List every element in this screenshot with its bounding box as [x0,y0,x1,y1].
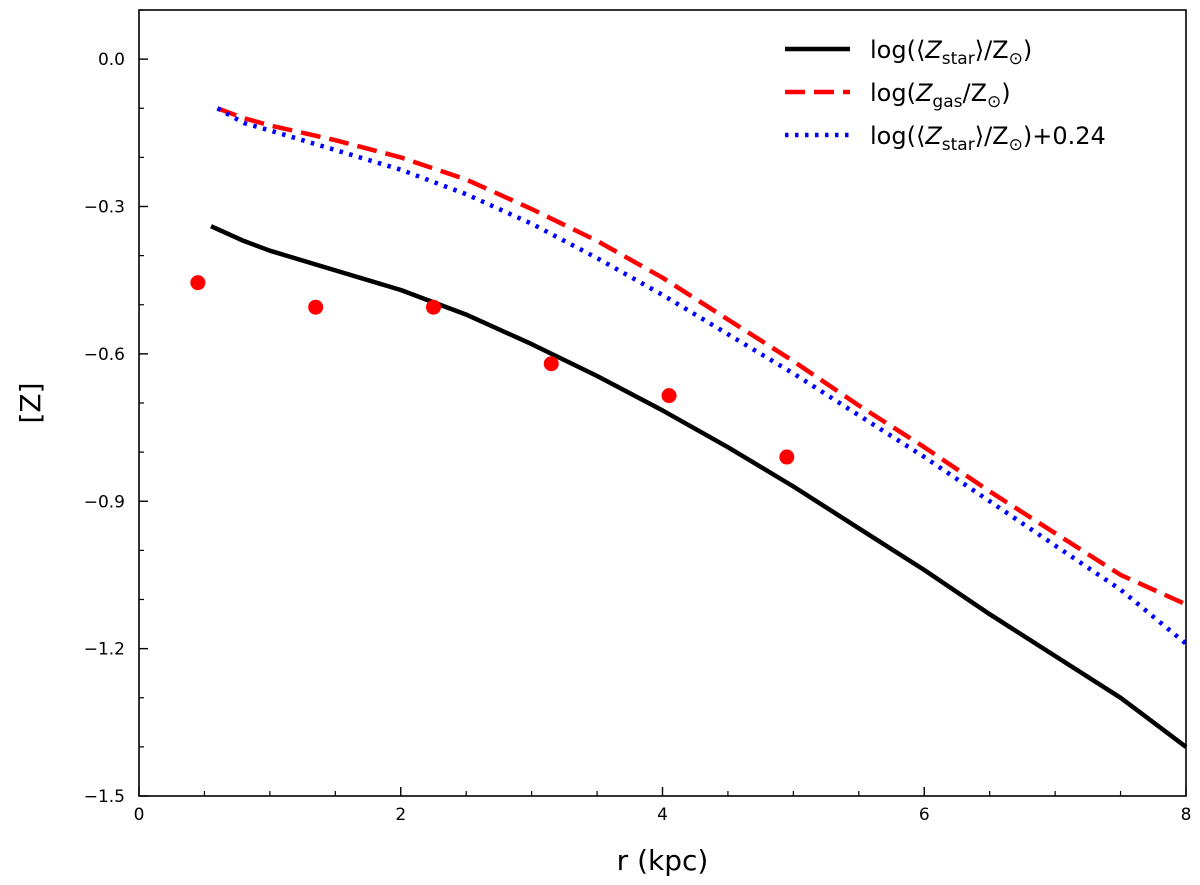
data-point [308,299,324,315]
x-axis-title: r (kpc) [617,844,709,877]
y-tick-label: −0.3 [84,198,125,218]
y-tick-label: 0.0 [98,50,125,70]
legend-label-part: ⊙ [987,92,1001,112]
plot-area-frame [138,9,1187,797]
legend-label-part: log(⟨ [870,36,925,64]
y-tick-label: −0.6 [84,345,125,365]
x-tick-label: 6 [919,805,930,825]
series-layer [210,106,1188,749]
legend-label-2: log(Zgas/Z⊙) [870,79,1011,112]
x-tick-label: 2 [395,805,406,825]
legend-label-part: log( [870,79,916,107]
legend-label-part: ⊙ [1009,135,1023,155]
legend-label-part: ) [1001,79,1010,107]
data-point [661,388,677,404]
legend-label-1: log(⟨Zstar⟩/Z⊙) [870,36,1032,69]
legend-label-part: log(⟨ [870,122,925,150]
data-point [543,356,559,372]
data-point [190,275,206,291]
x-tick-label: 4 [657,805,668,825]
legend: log(⟨Zstar⟩/Z⊙)log(Zgas/Z⊙)log(⟨Zstar⟩/Z… [785,36,1106,155]
legend-label-part: gas [932,92,962,112]
legend-label-part: ⊙ [1009,49,1023,69]
legend-label-part: Z [924,36,942,64]
series-line-1 [210,224,1188,749]
legend-label-part: star [942,135,975,155]
legend-label-part: Z [915,79,933,107]
points-layer [190,275,795,465]
x-tick-label: 0 [134,805,145,825]
legend-label-part: )+0.24 [1023,122,1106,150]
series-line-3 [216,106,1188,646]
legend-label-part: ⟩/Z [975,36,1009,64]
data-point [779,449,795,465]
legend-label-part: star [942,49,975,69]
legend-label-part: ⟩/Z [975,122,1009,150]
legend-label-part: /Z [962,79,987,107]
series-line-2 [216,106,1187,607]
y-tick-label: −1.2 [84,640,125,660]
data-point [425,299,441,315]
legend-label-part: ) [1023,36,1032,64]
y-axis-title: [Z] [14,382,47,423]
y-tick-label: −1.5 [84,787,125,807]
x-tick-label: 8 [1181,805,1192,825]
legend-label-part: Z [924,122,942,150]
y-tick-label: −0.9 [84,492,125,512]
legend-label-3: log(⟨Zstar⟩/Z⊙)+0.24 [870,122,1106,155]
